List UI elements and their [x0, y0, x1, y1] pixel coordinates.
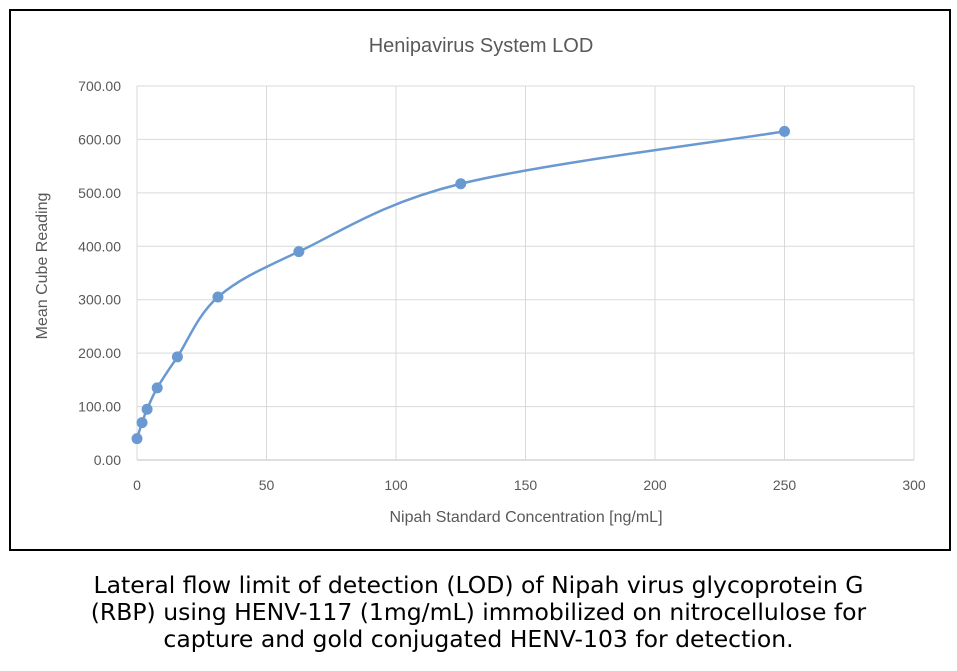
data-point	[171, 351, 183, 363]
y-tick-label: 100.00	[78, 399, 121, 415]
data-point	[151, 382, 163, 394]
data-point	[293, 246, 305, 258]
caption-line-2: (RBP) using HENV-117 (1mg/mL) immobilize…	[90, 598, 867, 626]
data-point	[141, 403, 153, 415]
figure-caption: Lateral flow limit of detection (LOD) of…	[0, 572, 957, 653]
y-tick-label: 500.00	[78, 185, 121, 201]
chart-frame	[9, 9, 951, 551]
y-tick-label: 700.00	[78, 78, 121, 94]
x-axis-label: Nipah Standard Concentration [ng/mL]	[389, 509, 662, 526]
y-tick-label: 300.00	[78, 292, 121, 308]
y-tick-label: 600.00	[78, 131, 121, 147]
x-tick-label: 0	[133, 477, 141, 493]
x-tick-label: 200	[643, 477, 667, 493]
y-tick-label: 200.00	[78, 345, 121, 361]
x-tick-labels: 0 50 100 150 200 250 300	[133, 477, 926, 493]
y-tick-label: 0.00	[94, 452, 121, 468]
caption-line-3: capture and gold conjugated HENV-103 for…	[163, 625, 794, 653]
chart-title: Henipavirus System LOD	[369, 35, 594, 57]
data-point	[212, 291, 224, 303]
x-tick-label: 100	[384, 477, 408, 493]
gridlines	[136, 85, 915, 461]
data-points	[131, 125, 790, 445]
data-point	[455, 178, 467, 190]
x-tick-label: 50	[259, 477, 275, 493]
caption-line-1: Lateral flow limit of detection (LOD) of…	[93, 571, 864, 599]
series-line	[135, 130, 785, 440]
x-tick-label: 150	[514, 477, 538, 493]
data-point	[779, 125, 790, 137]
x-tick-label: 300	[902, 477, 926, 493]
y-axis-label: Mean Cube Reading	[34, 193, 51, 340]
data-point	[131, 433, 143, 445]
data-point	[136, 417, 148, 429]
y-tick-labels: 0.00 100.00 200.00 300.00 400.00 500.00 600.00…	[78, 78, 121, 468]
chart: 0.00 100.00 200.00 300.00 400.00 500.00 600.00…	[34, 35, 926, 526]
x-tick-label: 250	[773, 477, 797, 493]
y-tick-label: 400.00	[78, 238, 121, 254]
